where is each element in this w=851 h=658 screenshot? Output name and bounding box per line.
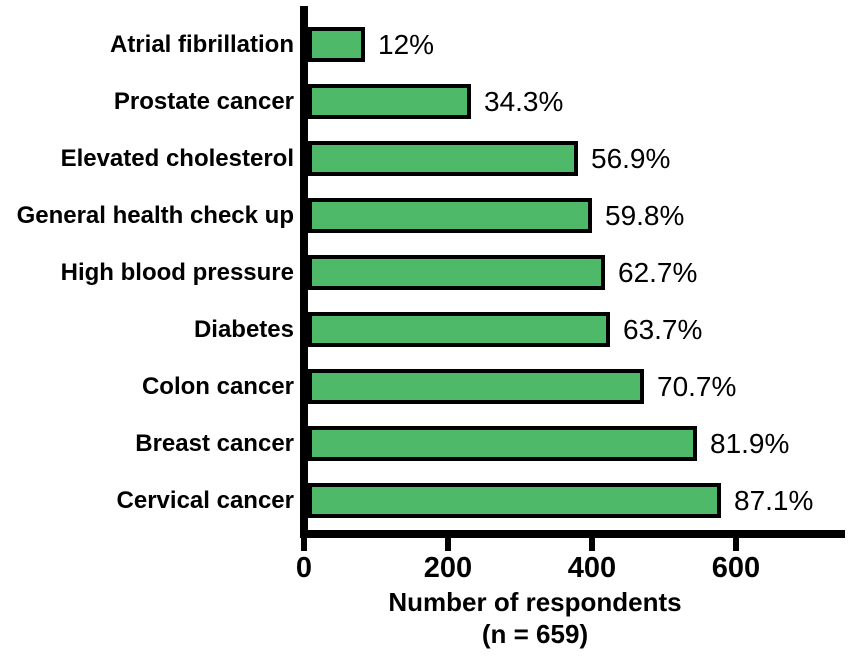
- bar: [308, 426, 697, 461]
- value-label: 81.9%: [710, 428, 790, 459]
- x-axis-tick-label: 0: [295, 552, 313, 584]
- bar: [308, 84, 471, 119]
- value-label: 70.7%: [657, 371, 737, 402]
- x-axis-tick-mark: [301, 538, 307, 551]
- bar-row: Cervical cancer 87.1%: [0, 483, 851, 518]
- value-label: 59.8%: [605, 200, 685, 231]
- category-label: High blood pressure: [60, 259, 294, 286]
- x-axis-tick-label: 200: [423, 552, 473, 584]
- category-label: General health check up: [16, 202, 294, 229]
- x-axis-title-line2: (n = 659): [481, 619, 589, 649]
- bar: [308, 255, 605, 290]
- category-label: Prostate cancer: [113, 88, 294, 115]
- bar-row: Atrial fibrillation 12%: [0, 27, 851, 62]
- value-label: 62.7%: [618, 257, 698, 288]
- x-axis-tick-label: 600: [711, 552, 761, 584]
- x-axis-tick-mark: [733, 538, 739, 551]
- x-axis-tick-label: 400: [567, 552, 617, 584]
- x-axis-tick-mark: [445, 538, 451, 551]
- x-axis-title: Number of respondents (n = 659): [300, 586, 770, 650]
- bar-row: General health check up 59.8%: [0, 198, 851, 233]
- bar: [308, 198, 592, 233]
- bar: [308, 483, 721, 518]
- value-label: 56.9%: [591, 143, 671, 174]
- value-label: 87.1%: [734, 485, 814, 516]
- x-axis-tick-mark: [589, 538, 595, 551]
- bar: [308, 369, 644, 404]
- bar-row: Colon cancer 70.7%: [0, 369, 851, 404]
- y-axis-line: [300, 6, 308, 538]
- bar-row: Prostate cancer 34.3%: [0, 84, 851, 119]
- category-label: Elevated cholesterol: [60, 145, 294, 172]
- bar: [308, 312, 610, 347]
- category-label: Atrial fibrillation: [109, 31, 294, 58]
- value-label: 63.7%: [623, 314, 703, 345]
- category-label: Colon cancer: [141, 373, 294, 400]
- bar-row: Diabetes 63.7%: [0, 312, 851, 347]
- category-label: Breast cancer: [135, 430, 294, 457]
- category-label: Cervical cancer: [116, 487, 294, 514]
- x-axis-line: [300, 530, 845, 538]
- bar: [308, 141, 578, 176]
- value-label: 34.3%: [484, 86, 564, 117]
- category-label: Diabetes: [193, 316, 294, 343]
- value-label: 12%: [378, 29, 435, 60]
- bar-row: High blood pressure 62.7%: [0, 255, 851, 290]
- x-axis-title-line1: Number of respondents: [388, 587, 682, 617]
- bar-row: Elevated cholesterol 56.9%: [0, 141, 851, 176]
- bar: [308, 27, 365, 62]
- bar-row: Breast cancer 81.9%: [0, 426, 851, 461]
